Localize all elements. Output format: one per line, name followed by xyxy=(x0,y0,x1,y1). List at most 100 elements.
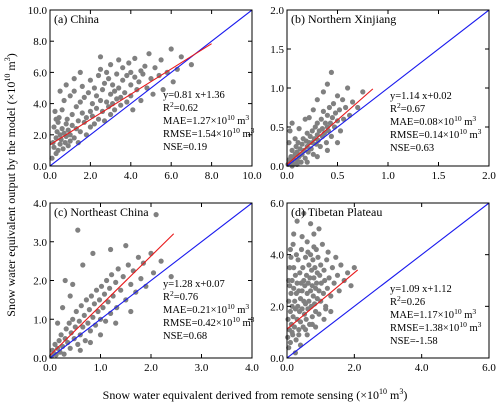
data-point xyxy=(286,140,292,146)
fit-line xyxy=(50,43,212,146)
x-tick-label: 0.0 xyxy=(280,170,294,182)
data-point xyxy=(85,320,91,326)
x-tick-label: 0.0 xyxy=(43,170,57,182)
data-point xyxy=(104,99,110,105)
panel-3: 0.0 1.0 2.0 3.0 4.0 0.0 1.0 2.0 3.0 4.0 (c) Northe… xyxy=(33,198,259,374)
data-point xyxy=(67,293,73,299)
data-point xyxy=(337,128,344,134)
data-point xyxy=(113,320,119,326)
data-point xyxy=(118,102,124,108)
data-point xyxy=(297,319,304,325)
data-point xyxy=(87,328,93,334)
data-point xyxy=(315,137,321,143)
data-point xyxy=(142,63,148,69)
data-point xyxy=(76,318,82,324)
data-point xyxy=(72,324,78,330)
data-point xyxy=(104,277,110,284)
x-tick-label: 1.0 xyxy=(381,170,395,182)
data-point xyxy=(150,270,157,276)
panel-title: (a) China xyxy=(54,12,100,26)
data-point xyxy=(118,287,124,293)
y-tick-label: 2.0 xyxy=(33,276,47,288)
data-point xyxy=(320,89,326,95)
data-point xyxy=(312,265,318,271)
data-point xyxy=(124,72,130,79)
data-point xyxy=(291,324,297,330)
data-point xyxy=(75,140,81,146)
data-point xyxy=(303,316,309,322)
data-point xyxy=(125,262,131,268)
data-point xyxy=(311,136,317,142)
data-point xyxy=(62,277,68,284)
data-point xyxy=(78,303,84,309)
data-point xyxy=(305,280,311,286)
data-point xyxy=(98,283,105,289)
data-point xyxy=(106,76,112,82)
data-point xyxy=(67,345,73,351)
data-point xyxy=(296,327,302,333)
y-axis-title-exp: 10 xyxy=(3,74,12,82)
data-point xyxy=(91,121,97,127)
data-point xyxy=(289,147,295,153)
one-to-one-line xyxy=(287,10,489,166)
data-point xyxy=(88,293,94,299)
data-point xyxy=(93,93,100,99)
stat-equation: y=1.09 x+1.12 xyxy=(390,284,452,295)
data-point xyxy=(75,227,81,233)
x-tick-label: 10.0 xyxy=(242,170,262,182)
data-point xyxy=(355,104,361,111)
data-point xyxy=(296,126,302,132)
data-point xyxy=(63,326,69,332)
data-point xyxy=(319,126,325,132)
stat-equation: y=1.28 x+0.07 xyxy=(163,279,225,290)
data-point xyxy=(97,97,104,104)
data-point xyxy=(70,281,76,287)
data-point xyxy=(343,104,349,111)
data-point xyxy=(288,254,294,260)
data-point xyxy=(83,297,89,303)
data-point xyxy=(60,305,66,311)
x-tick-label: 4.0 xyxy=(245,362,259,374)
data-point xyxy=(296,332,302,338)
stat-nse: NSE=0.68 xyxy=(163,331,207,342)
data-point xyxy=(53,135,59,141)
plot-frame xyxy=(286,202,490,359)
data-point xyxy=(53,352,59,358)
y-axis-title-unit-exp: 3 xyxy=(3,57,12,61)
data-point xyxy=(336,288,342,294)
data-point xyxy=(295,140,301,146)
x-tick-label: 1.0 xyxy=(94,362,108,374)
x-axis-title-main: Snow water equivalent derived from remot… xyxy=(103,388,379,402)
data-point xyxy=(310,107,316,113)
data-point xyxy=(158,258,164,264)
data-point xyxy=(93,287,100,293)
data-point xyxy=(298,246,305,253)
data-point xyxy=(289,329,295,335)
data-point xyxy=(120,274,126,280)
data-point xyxy=(51,144,57,150)
data-point xyxy=(348,283,354,289)
data-point xyxy=(51,124,57,130)
x-tick-label: 3.0 xyxy=(195,362,209,374)
data-point xyxy=(66,320,72,326)
panel-title: (c) Northeast China xyxy=(54,205,149,219)
data-point xyxy=(81,94,87,100)
data-point xyxy=(324,257,330,263)
data-point xyxy=(144,85,150,91)
stat-mae: MAE=0.21×1010 m3 xyxy=(163,302,249,317)
data-point xyxy=(291,265,297,271)
x-tick-label: 0.0 xyxy=(280,362,294,374)
data-point xyxy=(320,290,326,296)
x-axis-title-unit: m xyxy=(387,388,400,402)
data-point xyxy=(324,285,330,291)
data-point xyxy=(71,135,77,141)
data-point xyxy=(301,277,307,284)
data-point xyxy=(100,305,106,311)
points-group xyxy=(48,212,174,359)
data-point xyxy=(126,60,132,66)
x-tick-label: 2.0 xyxy=(347,362,361,374)
data-point xyxy=(89,101,95,107)
panels-group: 0.0 2.0 4.0 6.0 8.0 10.0 0.0 2.0 4.0 6.0 8.0 10.0 (a… xyxy=(28,5,497,374)
data-point xyxy=(70,316,76,322)
data-point xyxy=(316,288,322,294)
